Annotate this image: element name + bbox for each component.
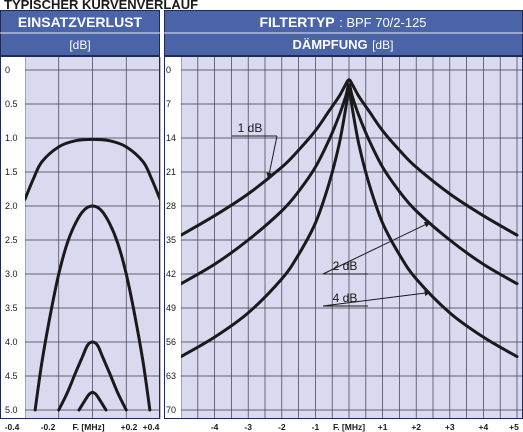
left-y-tick-label: 3.0 bbox=[5, 269, 18, 279]
right-series-line bbox=[181, 78, 519, 237]
right-x-tick-label: +2 bbox=[411, 422, 421, 432]
right-x-tick-label: -3 bbox=[244, 422, 252, 432]
right-x-tick-label: +5 bbox=[509, 422, 519, 432]
left-x-tick-label: F. [MHz] bbox=[72, 422, 104, 432]
right-chart-title: FILTERTYP : BPF 70/2-125 bbox=[259, 14, 426, 31]
right-y-tick-label: 56 bbox=[166, 337, 176, 347]
right-x-tick-label: -2 bbox=[278, 422, 286, 432]
right-y-tick-label: 0 bbox=[166, 65, 171, 75]
right-x-tick-label: -1 bbox=[312, 422, 320, 432]
right-x-tick-label: -4 bbox=[211, 422, 219, 432]
left-y-tick-label: 2.5 bbox=[5, 235, 18, 245]
left-y-tick-label: 4.5 bbox=[5, 371, 18, 381]
left-y-tick-label: 5.0 bbox=[5, 405, 18, 415]
filter-type-label: FILTERTYP bbox=[259, 14, 334, 30]
right-series-line bbox=[181, 83, 519, 286]
filter-type-value: : BPF 70/2-125 bbox=[339, 15, 426, 30]
right-chart-subtitle: DÄMPFUNG [dB] bbox=[293, 36, 394, 53]
attenuation-label: DÄMPFUNG bbox=[293, 37, 368, 52]
annotation-leader-arrow bbox=[266, 135, 278, 179]
right-y-tick-label: 7 bbox=[166, 99, 171, 109]
left-y-tick-label: 0 bbox=[5, 65, 10, 75]
right-x-tick-label: F. [MHz] bbox=[333, 422, 365, 432]
annotation-leader-arrow bbox=[322, 290, 431, 307]
left-series-line bbox=[57, 340, 128, 412]
left-x-tick-label: -0.4 bbox=[5, 422, 20, 432]
page-header: TYPISCHER KURVENVERLAUF bbox=[4, 0, 198, 12]
left-y-tick-label: 1.5 bbox=[5, 167, 18, 177]
series-label: 4 dB bbox=[333, 291, 358, 305]
series-label: 1 dB bbox=[238, 121, 263, 135]
right-y-tick-label: 21 bbox=[166, 167, 176, 177]
left-y-tick-label: 2.0 bbox=[5, 201, 18, 211]
right-y-axis-band bbox=[164, 57, 181, 419]
left-y-tick-label: 0.5 bbox=[5, 99, 18, 109]
left-chart-title: EINSATZVERLUST bbox=[18, 14, 143, 30]
right-series-line bbox=[181, 87, 519, 359]
right-y-tick-label: 42 bbox=[166, 269, 176, 279]
attenuation-unit: [dB] bbox=[372, 38, 393, 52]
right-y-tick-label: 28 bbox=[166, 201, 176, 211]
left-x-tick-label: +0.2 bbox=[121, 422, 138, 432]
right-y-tick-label: 14 bbox=[166, 133, 176, 143]
left-series-line bbox=[33, 204, 152, 412]
right-x-tick-label: +3 bbox=[445, 422, 455, 432]
left-chart-unit: [dB] bbox=[69, 38, 90, 52]
series-label: 2 dB bbox=[333, 259, 358, 273]
left-y-axis-band bbox=[0, 57, 25, 419]
left-x-tick-label: +0.4 bbox=[143, 422, 160, 432]
right-x-tick-label: +4 bbox=[479, 422, 489, 432]
annotation-leader-arrow bbox=[322, 221, 431, 275]
right-y-tick-label: 49 bbox=[166, 303, 176, 313]
left-series-line bbox=[77, 390, 108, 412]
right-x-tick-label: +1 bbox=[378, 422, 388, 432]
left-y-tick-label: 3.5 bbox=[5, 303, 18, 313]
right-plot-area bbox=[181, 57, 523, 419]
left-series-line bbox=[25, 137, 160, 201]
left-x-tick-label: -0.2 bbox=[41, 422, 56, 432]
right-y-tick-label: 70 bbox=[166, 405, 176, 415]
right-y-tick-label: 35 bbox=[166, 235, 176, 245]
left-y-tick-label: 4.0 bbox=[5, 337, 18, 347]
left-y-tick-label: 1.0 bbox=[5, 133, 18, 143]
right-y-tick-label: 63 bbox=[166, 371, 176, 381]
left-panel-frame bbox=[0, 56, 160, 419]
